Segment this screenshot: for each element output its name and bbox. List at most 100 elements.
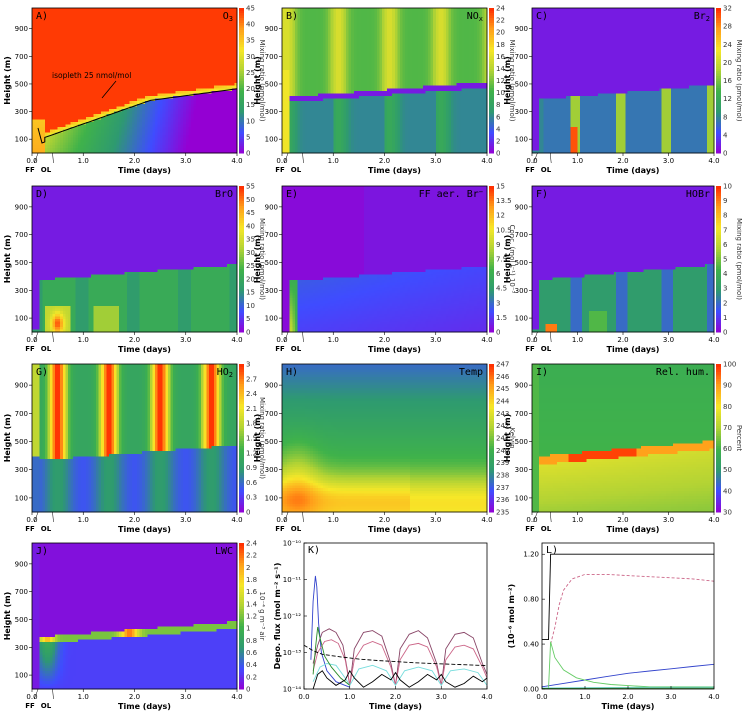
heatmap-cell (152, 67, 156, 71)
heatmap-cell (101, 49, 105, 53)
heatmap-cell (34, 15, 38, 19)
heatmap-cell (65, 111, 69, 115)
heatmap-cell (142, 108, 146, 112)
heatmap-cell (198, 77, 202, 81)
heatmap-cell (234, 106, 238, 110)
heatmap-cell (49, 41, 53, 45)
heatmap-cell (39, 150, 43, 154)
heatmap-cell (90, 114, 94, 118)
heatmap-cell (52, 129, 56, 133)
heatmap-cell (147, 8, 151, 11)
heatmap-cell (165, 77, 169, 81)
heatmap-cell (70, 121, 74, 125)
heatmap-cell (142, 20, 146, 24)
heatmap-cell (114, 140, 117, 144)
heatmap-cell (196, 134, 199, 138)
heatmap-cell (88, 59, 92, 63)
heatmap-cell (292, 83, 296, 87)
heatmap-cell (226, 23, 230, 27)
heatmap-cell (299, 33, 303, 37)
heatmap-cell (124, 20, 128, 24)
heatmap-cell (108, 96, 112, 100)
heatmap-cell (162, 132, 166, 136)
heatmap-cell (188, 13, 192, 17)
heatmap-cell (134, 36, 138, 40)
heatmap-cell (98, 59, 102, 63)
heatmap-cell (42, 39, 46, 43)
heatmap-cell (180, 116, 184, 120)
heatmap-cell (67, 75, 71, 79)
heatmap-cell (284, 26, 288, 30)
heatmap-cell (134, 39, 138, 43)
heatmap-cell (165, 33, 169, 37)
heatmap-cell (292, 121, 296, 125)
heatmap-cell (221, 46, 225, 50)
heatmap-cell (137, 83, 141, 87)
heatmap-cell (224, 13, 228, 17)
heatmap-cell (196, 106, 199, 110)
heatmap-cell (52, 13, 56, 17)
heatmap-cell (34, 49, 38, 53)
heatmap-cell (88, 36, 92, 40)
heatmap-cell (234, 132, 238, 136)
heatmap-cell (42, 10, 46, 14)
heatmap-cell (160, 59, 164, 63)
heatmap-cell (206, 116, 210, 120)
heatmap-cell (101, 108, 105, 112)
heatmap-cell (183, 75, 187, 79)
heatmap-cell (129, 64, 133, 68)
heatmap-cell (37, 59, 41, 63)
heatmap-cell (108, 127, 112, 131)
heatmap-cell (34, 93, 38, 97)
heatmap-cell (93, 31, 97, 35)
heatmap-cell (165, 41, 169, 45)
heatmap-cell (170, 33, 174, 37)
heatmap-cell (75, 85, 79, 89)
heatmap-cell (78, 62, 82, 66)
heatmap-cell (206, 18, 210, 22)
heatmap-cell (152, 85, 156, 89)
heatmap-cell (142, 23, 146, 27)
heatmap-cell (162, 10, 166, 14)
heatmap-cell (44, 75, 48, 79)
heatmap-cell (67, 114, 71, 118)
heatmap-cell (90, 90, 94, 94)
heatmap-cell (206, 10, 210, 14)
heatmap-cell (116, 106, 120, 110)
heatmap-cell (55, 116, 59, 120)
heatmap-cell (229, 39, 233, 43)
heatmap-cell (67, 44, 71, 48)
heatmap-cell (167, 127, 171, 131)
heatmap-cell (70, 114, 74, 118)
heatmap-cell (226, 67, 230, 71)
heatmap-cell (206, 145, 210, 149)
heatmap-cell (49, 59, 53, 63)
heatmap-cell (67, 49, 71, 53)
heatmap-cell (44, 145, 48, 149)
heatmap-cell (190, 59, 194, 63)
heatmap-cell (211, 67, 215, 71)
heatmap-cell (216, 36, 220, 40)
heatmap-cell (126, 101, 130, 105)
heatmap-cell (180, 59, 184, 63)
heatmap-cell (37, 142, 41, 146)
heatmap-cell (284, 49, 288, 53)
heatmap-cell (206, 15, 210, 19)
heatmap-cell (175, 150, 179, 154)
heatmap-cell (101, 59, 105, 63)
heatmap-cell (34, 116, 38, 120)
heatmap-cell (167, 67, 171, 71)
heatmap-cell (119, 114, 123, 118)
heatmap-cell (142, 31, 146, 35)
heatmap-cell (167, 111, 171, 115)
heatmap-cell (142, 119, 146, 123)
heatmap-cell (221, 67, 225, 71)
heatmap-cell (292, 90, 296, 94)
colorbar-segment (239, 61, 244, 64)
heatmap-cell (282, 26, 285, 30)
heatmap-cell (103, 20, 107, 24)
heatmap-cell (39, 39, 43, 43)
heatmap-cell (170, 127, 174, 131)
heatmap-cell (75, 111, 79, 115)
heatmap-cell (90, 62, 94, 66)
